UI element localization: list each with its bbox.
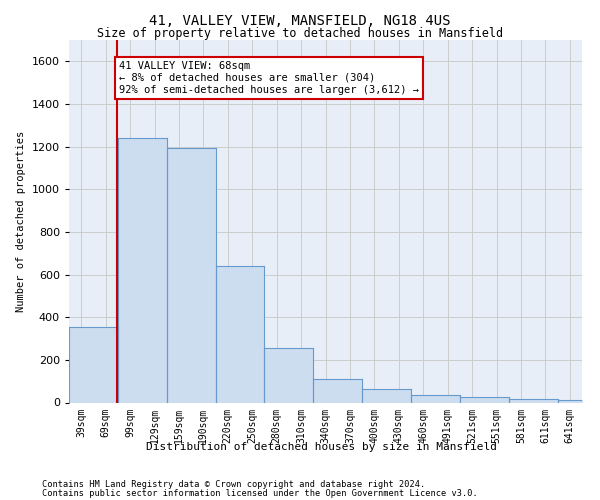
Text: 41, VALLEY VIEW, MANSFIELD, NG18 4US: 41, VALLEY VIEW, MANSFIELD, NG18 4US	[149, 14, 451, 28]
Text: Contains HM Land Registry data © Crown copyright and database right 2024.: Contains HM Land Registry data © Crown c…	[42, 480, 425, 489]
Text: Contains public sector information licensed under the Open Government Licence v3: Contains public sector information licen…	[42, 488, 478, 498]
Text: Size of property relative to detached houses in Mansfield: Size of property relative to detached ho…	[97, 28, 503, 40]
Y-axis label: Number of detached properties: Number of detached properties	[16, 130, 26, 312]
Text: 41 VALLEY VIEW: 68sqm
← 8% of detached houses are smaller (304)
92% of semi-deta: 41 VALLEY VIEW: 68sqm ← 8% of detached h…	[119, 62, 419, 94]
Text: Distribution of detached houses by size in Mansfield: Distribution of detached houses by size …	[146, 442, 497, 452]
